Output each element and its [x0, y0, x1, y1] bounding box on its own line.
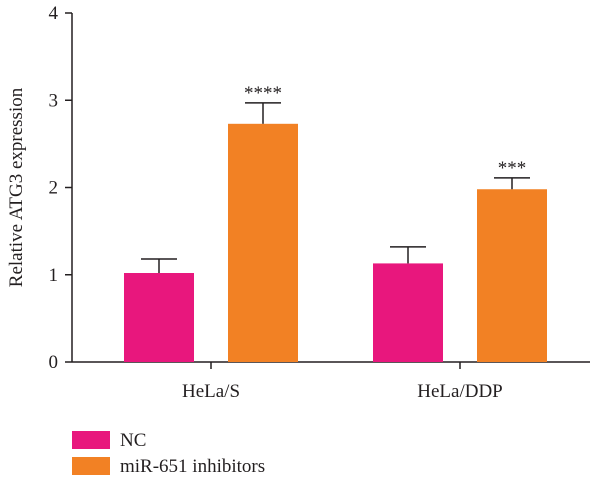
y-tick-label: 0: [49, 352, 59, 373]
y-tick-label: 3: [49, 90, 59, 111]
legend-label: miR-651 inhibitors: [120, 456, 265, 477]
bar-nc: [124, 273, 194, 362]
y-axis-title: Relative ATG3 expression: [6, 87, 27, 287]
x-category-label: HeLa/S: [182, 381, 240, 402]
legend-swatch: [72, 457, 110, 475]
bar-nc: [373, 263, 443, 362]
y-tick-label: 4: [49, 3, 59, 24]
y-tick-label: 2: [49, 178, 59, 199]
x-category-label: HeLa/DDP: [417, 381, 502, 402]
y-tick-label: 1: [49, 265, 59, 286]
legend-label: NC: [120, 430, 146, 451]
bar-mir-651-inhibitors: [228, 123, 298, 363]
significance-label: ***: [498, 158, 527, 179]
significance-label: ****: [244, 83, 282, 104]
bar-mir-651-inhibitors: [477, 189, 547, 362]
legend-swatch: [72, 431, 110, 449]
